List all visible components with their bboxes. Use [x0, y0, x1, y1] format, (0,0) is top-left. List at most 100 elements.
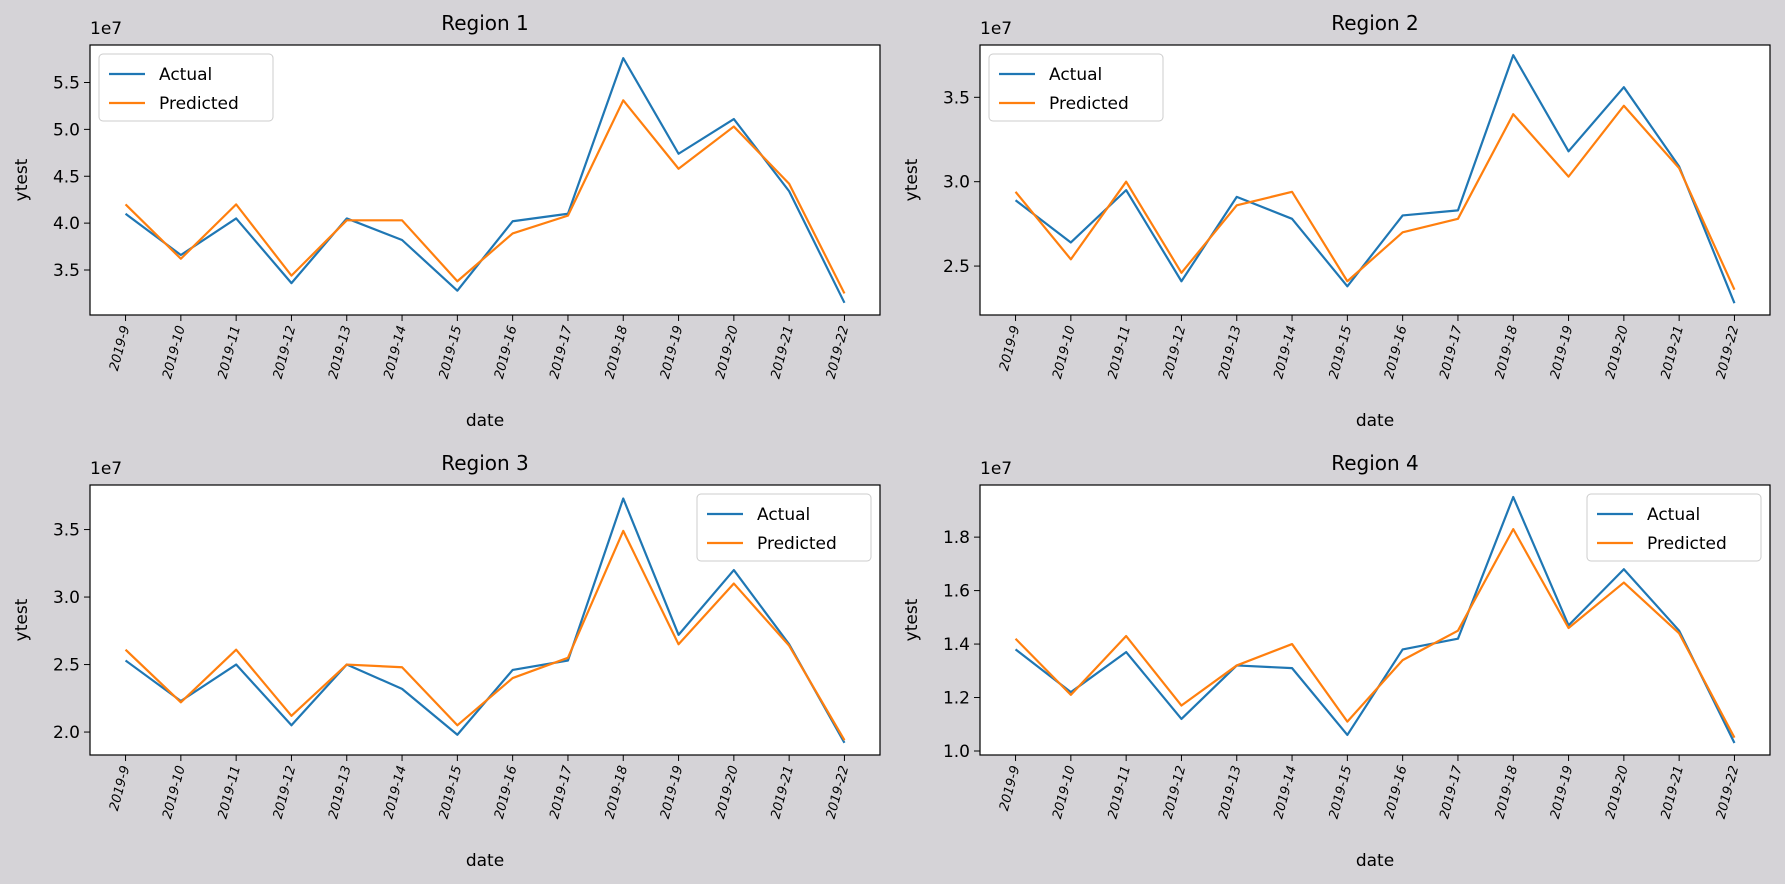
x-tick-label: 2019-10 [1050, 324, 1079, 380]
x-tick-label: 2019-21 [1658, 324, 1687, 380]
x-tick-label: 2019-10 [160, 764, 189, 820]
x-tick-label: 2019-15 [437, 324, 466, 380]
x-tick-label: 2019-14 [381, 764, 410, 820]
axis-offset-label: 1e7 [90, 19, 122, 39]
axes-frame [979, 44, 1771, 316]
x-tick-label: 2019-9 [997, 324, 1023, 372]
x-tick-label: 2019-20 [1603, 764, 1632, 820]
x-tick-label: 2019-18 [1493, 324, 1522, 380]
x-tick-label: 2019-22 [1714, 764, 1743, 820]
y-tick-label: 3.5 [53, 521, 80, 541]
y-tick-label: 2.0 [53, 723, 80, 743]
y-tick-label: 5.5 [53, 74, 80, 94]
series-line-predicted [124, 99, 846, 294]
chart-region-1: 2019-9 2019-10 2019-11 2019-12 2019-13 2019-1… [12, 11, 881, 431]
y-tick-label: 1.8 [943, 528, 970, 548]
x-tick-label: 2019-19 [1548, 764, 1577, 820]
x-tick-label: 2019-12 [1161, 764, 1190, 820]
legend-box [988, 53, 1164, 122]
x-tick-label: 2019-16 [1382, 764, 1411, 820]
x-tick-label: 2019-9 [107, 324, 133, 372]
x-tick-label: 2019-12 [271, 324, 300, 380]
x-tick-label: 2019-16 [1382, 324, 1411, 380]
x-tick-label: 2019-22 [824, 324, 853, 380]
legend: Actual Predicted [1586, 493, 1762, 562]
x-tick-label: 2019-19 [658, 324, 687, 380]
x-tick-label: 2019-19 [658, 764, 687, 820]
series-line-actual [1014, 54, 1736, 304]
legend-box [98, 53, 274, 122]
y-tick-label: 1.4 [943, 635, 970, 655]
chart-region-2: 2019-9 2019-10 2019-11 2019-12 2019-13 2019-1… [902, 11, 1771, 431]
x-tick-label: 2019-22 [1714, 324, 1743, 380]
axis-offset-label: 1e7 [980, 19, 1012, 39]
x-tick-label: 2019-14 [1271, 324, 1300, 380]
x-axis-label: date [1356, 851, 1394, 871]
legend-label-predicted: Predicted [1647, 534, 1727, 554]
y-tick-label: 3.0 [53, 588, 80, 608]
x-tick-label: 2019-17 [547, 323, 576, 380]
y-tick-label: 4.0 [53, 214, 80, 234]
x-axis-label: date [466, 411, 504, 431]
x-tick-label: 2019-16 [492, 764, 521, 820]
x-tick-label: 2019-13 [326, 764, 355, 820]
legend-label-actual: Actual [1647, 505, 1700, 525]
x-tick-label: 2019-21 [768, 324, 797, 380]
x-tick-label: 2019-18 [603, 764, 632, 820]
x-tick-label: 2019-15 [1327, 324, 1356, 380]
y-axis-label: ytest [12, 158, 32, 201]
x-tick-label: 2019-14 [381, 324, 410, 380]
x-tick-label: 2019-9 [997, 764, 1023, 812]
x-tick-label: 2019-15 [1327, 764, 1356, 820]
x-tick-label: 2019-11 [215, 324, 244, 380]
x-tick-label: 2019-13 [1216, 764, 1245, 820]
x-axis-label: date [1356, 411, 1394, 431]
x-tick-label: 2019-20 [713, 764, 742, 820]
axis-offset-label: 1e7 [980, 459, 1012, 479]
x-tick-label: 2019-11 [1105, 324, 1134, 380]
x-tick-label: 2019-22 [824, 764, 853, 820]
series-line-predicted [124, 529, 846, 741]
x-tick-label: 2019-20 [713, 324, 742, 380]
x-tick-label: 2019-17 [1437, 763, 1466, 820]
axes-frame [89, 484, 881, 756]
x-tick-label: 2019-11 [215, 764, 244, 820]
legend-box [696, 493, 872, 562]
x-tick-label: 2019-17 [547, 763, 576, 820]
x-tick-label: 2019-21 [1658, 764, 1687, 820]
chart-region-3: 2019-9 2019-10 2019-11 2019-12 2019-13 2019-1… [12, 451, 881, 871]
x-tick-label: 2019-13 [326, 324, 355, 380]
y-tick-label: 3.5 [943, 88, 970, 108]
legend-label-actual: Actual [757, 505, 810, 525]
legend: Actual Predicted [98, 53, 274, 122]
x-tick-label: 2019-10 [160, 324, 189, 380]
y-tick-label: 3.0 [943, 173, 970, 193]
legend-label-actual: Actual [1049, 65, 1102, 85]
y-tick-label: 1.6 [943, 582, 970, 602]
x-tick-label: 2019-17 [1437, 323, 1466, 380]
legend-label-predicted: Predicted [757, 534, 837, 554]
legend-box [1586, 493, 1762, 562]
x-tick-label: 2019-21 [768, 764, 797, 820]
x-tick-label: 2019-18 [1493, 764, 1522, 820]
chart-title: Region 3 [441, 451, 529, 475]
x-tick-label: 2019-9 [107, 764, 133, 812]
chart-title: Region 2 [1331, 11, 1419, 35]
y-tick-label: 3.5 [53, 261, 80, 281]
x-tick-label: 2019-12 [271, 764, 300, 820]
x-axis-label: date [466, 851, 504, 871]
axes-frame [89, 44, 881, 316]
y-tick-label: 5.0 [53, 120, 80, 140]
chart-region-4: 2019-9 2019-10 2019-11 2019-12 2019-13 2019-1… [902, 451, 1771, 871]
y-axis-label: ytest [902, 598, 922, 641]
x-tick-label: 2019-19 [1548, 324, 1577, 380]
x-tick-label: 2019-14 [1271, 764, 1300, 820]
axis-offset-label: 1e7 [90, 459, 122, 479]
chart-title: Region 4 [1331, 451, 1419, 475]
x-tick-label: 2019-18 [603, 324, 632, 380]
legend-label-predicted: Predicted [159, 94, 239, 114]
legend-label-actual: Actual [159, 65, 212, 85]
y-tick-label: 1.2 [943, 689, 970, 709]
x-tick-label: 2019-20 [1603, 324, 1632, 380]
